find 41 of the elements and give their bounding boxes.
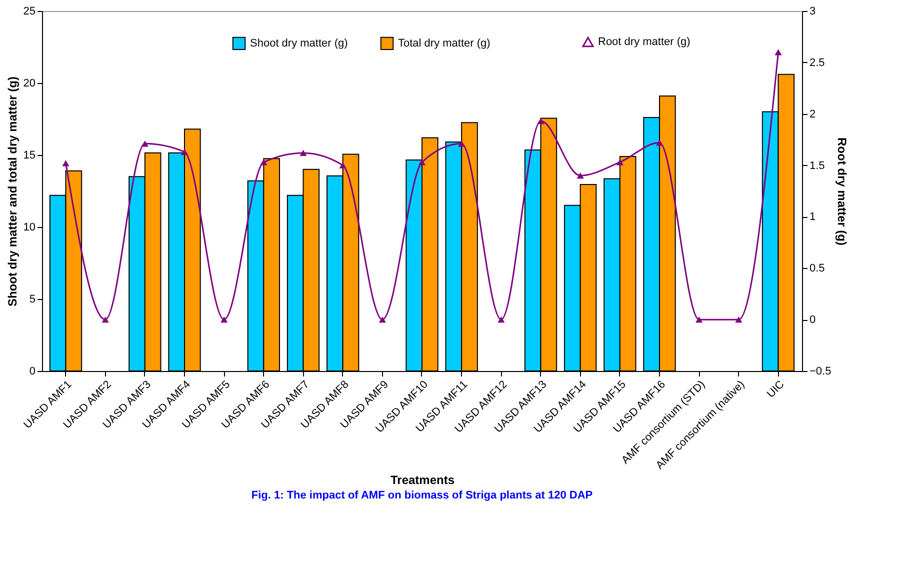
y2-tick-label: 2.5 <box>810 56 825 69</box>
y-axis-title: Shoot dry matter and total dry matter (g) <box>5 76 20 307</box>
legend-label: Total dry matter (g) <box>398 37 490 50</box>
y2-tick-label: 0.5 <box>810 262 825 275</box>
y2-tick-label: −0.5 <box>810 366 832 378</box>
y2-tick-label: 1 <box>810 211 816 224</box>
point <box>735 316 742 323</box>
y-tick-label: 5 <box>29 294 36 306</box>
point <box>220 316 228 323</box>
point <box>498 316 505 323</box>
point <box>616 159 624 166</box>
y-tick-label: 0 <box>29 366 36 378</box>
y-tick-label: 25 <box>23 6 36 18</box>
y2-tick-label: 0 <box>810 314 816 326</box>
point <box>696 316 703 323</box>
x-axis-title: Treatments <box>390 472 455 487</box>
point <box>141 140 148 147</box>
point <box>62 160 70 166</box>
point <box>537 118 544 124</box>
y2-axis-title: Root dry matter (g) <box>835 138 850 246</box>
y-tick-label: 20 <box>23 78 36 90</box>
y-tick-label: 10 <box>23 222 36 234</box>
y-tick-label: 15 <box>23 150 36 162</box>
point <box>576 172 584 179</box>
point <box>102 316 109 323</box>
point <box>260 159 268 166</box>
point <box>339 162 346 168</box>
x-tick-label: UIC <box>764 378 787 400</box>
y2-tick-label: 2 <box>810 108 816 120</box>
point <box>180 148 188 155</box>
point <box>300 150 307 156</box>
y2-tick-label: 3 <box>810 6 816 18</box>
text: Fig. 1: The impact of AMF on biomass of Striga plants at 120 DAP <box>251 489 593 502</box>
point <box>458 140 466 147</box>
point <box>656 140 664 146</box>
y2-tick-label: 1.5 <box>810 160 825 172</box>
point <box>774 49 782 56</box>
point <box>378 316 386 323</box>
point <box>418 159 426 166</box>
legend-label: Root dry matter (g) <box>598 36 690 48</box>
legend-label: Shoot dry matter (g) <box>250 37 348 50</box>
